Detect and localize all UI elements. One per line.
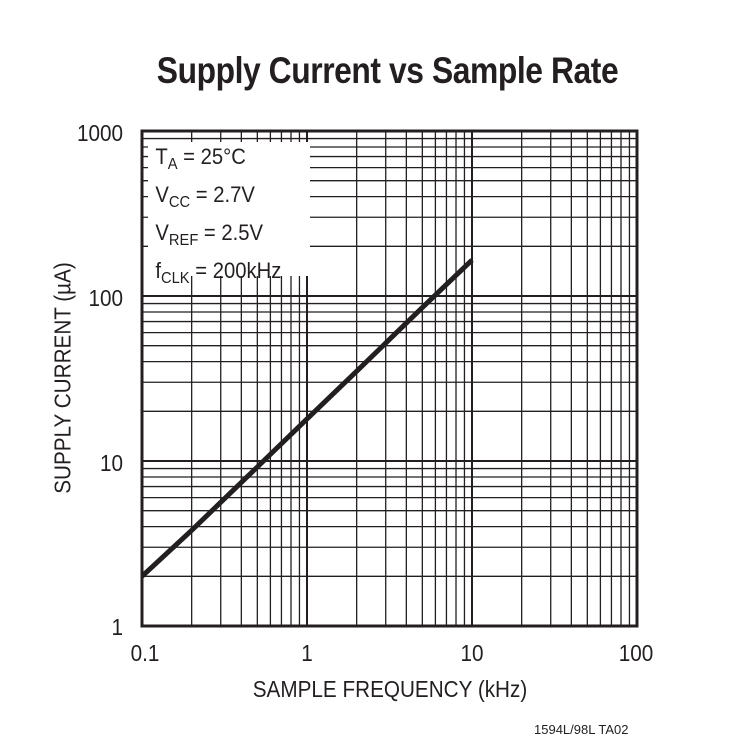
conditions-box: TA = 25°C VCC = 2.7V VREF = 2.5V fCLK = …	[148, 142, 310, 287]
x-tick-10: 10	[460, 640, 484, 666]
y-tick-100: 100	[88, 285, 123, 311]
y-tick-1: 1	[111, 614, 123, 640]
y-axis-label: SUPPLY CURRENT (µA)	[49, 262, 76, 494]
condition-vcc: VCC = 2.7V	[155, 182, 255, 211]
plot-frame	[140, 129, 639, 628]
x-tick-0.1: 0.1	[130, 640, 160, 666]
supply-current-curve	[140, 258, 474, 579]
y-tick-1000: 1000	[76, 120, 123, 146]
x-tick-1: 1	[301, 640, 313, 666]
condition-fclk: fCLK = 200kHz	[155, 258, 282, 287]
figure-id: 1594L/98L TA02	[534, 722, 629, 737]
x-tick-100: 100	[618, 640, 654, 666]
y-tick-10: 10	[99, 450, 123, 476]
condition-ta: TA = 25°C	[155, 144, 246, 173]
x-axis-label: SAMPLE FREQUENCY (kHz)	[252, 676, 528, 702]
condition-vref: VREF = 2.5V	[155, 220, 264, 249]
chart-title: Supply Current vs Sample Rate	[156, 50, 619, 91]
